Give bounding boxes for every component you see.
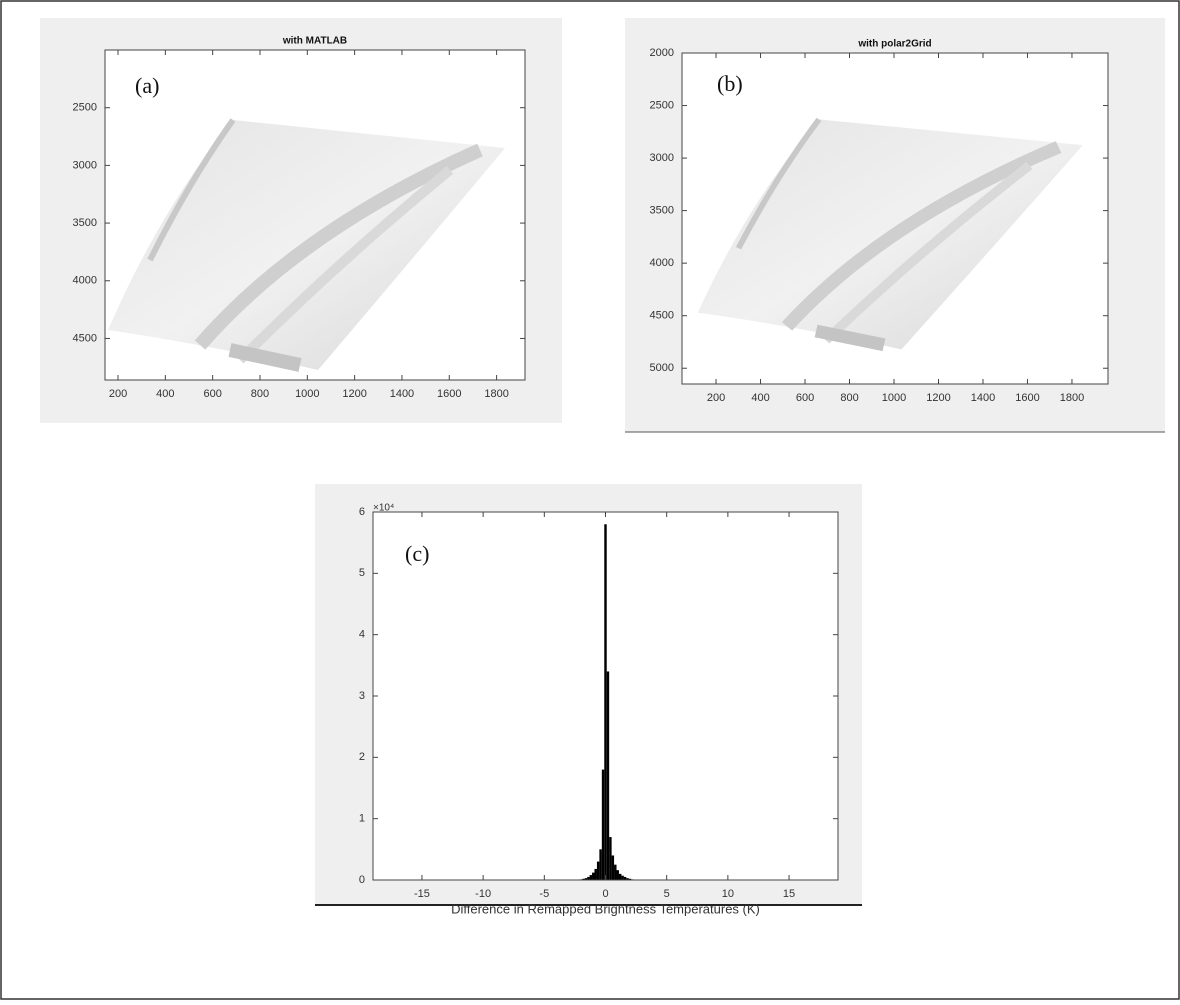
bar [596, 861, 600, 880]
x-tick-label: 1600 [437, 388, 461, 400]
x-tick-label: 1400 [390, 388, 414, 400]
x-tick-label: 400 [751, 392, 769, 404]
panel-label: (a) [135, 73, 159, 98]
y-tick-label: 2500 [73, 102, 97, 114]
bar [614, 864, 617, 880]
bar [582, 878, 585, 880]
x-tick-label: -5 [539, 888, 549, 900]
bar [592, 872, 595, 880]
x-tick-label: 15 [783, 888, 795, 900]
y-multiplier: ×10⁴ [373, 503, 394, 514]
x-tick-label: 800 [840, 392, 858, 404]
bar [584, 878, 588, 880]
x-tick-label: 800 [251, 388, 269, 400]
bar [589, 875, 593, 880]
y-tick-label: 4 [359, 629, 365, 641]
y-tick-label: 6 [359, 506, 365, 518]
y-tick-label: 2 [359, 751, 365, 763]
y-tick-label: 5 [359, 567, 365, 579]
x-tick-label: 1000 [882, 392, 906, 404]
bar [601, 769, 605, 880]
x-tick-label: -10 [475, 888, 491, 900]
bar [599, 849, 602, 880]
x-tick-label: 600 [203, 388, 221, 400]
x-tick-label: 1000 [295, 388, 319, 400]
x-tick-label: -15 [414, 888, 430, 900]
x-axis-label: Difference in Remapped Brightness Temper… [451, 901, 760, 916]
bar [621, 875, 624, 880]
x-tick-label: 1800 [484, 388, 508, 400]
x-tick-label: 1600 [1015, 392, 1039, 404]
y-tick-label: 3 [359, 690, 365, 702]
chart-title: with MATLAB [282, 36, 347, 47]
y-tick-label: 3500 [73, 217, 97, 229]
bar [587, 876, 590, 880]
x-tick-label: 1200 [926, 392, 950, 404]
y-tick-label: 3500 [650, 205, 674, 217]
x-tick-label: 1800 [1060, 392, 1084, 404]
chart-title: with polar2Grid [857, 39, 931, 50]
panel-label: (c) [405, 541, 429, 566]
x-tick-label: 1200 [342, 388, 366, 400]
x-tick-label: 10 [722, 888, 734, 900]
axes-box [681, 52, 1109, 385]
bar [616, 870, 619, 880]
x-tick-label: 5 [664, 888, 670, 900]
y-tick-label: 2000 [650, 47, 674, 59]
y-tick-label: 4000 [73, 275, 97, 287]
bar [594, 868, 597, 880]
x-tick-label: 600 [796, 392, 814, 404]
panel-label: (b) [717, 71, 743, 96]
bar [609, 837, 612, 880]
bar [604, 524, 607, 880]
axes-box [104, 49, 526, 381]
bar [623, 876, 627, 880]
y-tick-label: 4500 [650, 310, 674, 322]
bar [618, 873, 622, 880]
y-tick-label: 5000 [650, 362, 674, 374]
bar [628, 878, 632, 880]
y-tick-label: 3000 [73, 159, 97, 171]
x-tick-label: 400 [156, 388, 174, 400]
x-tick-label: 0 [602, 888, 608, 900]
y-tick-label: 2500 [650, 99, 674, 111]
y-tick-label: 3000 [650, 152, 674, 164]
bar [611, 855, 615, 880]
bar [606, 671, 610, 880]
x-tick-label: 200 [707, 392, 725, 404]
y-tick-label: 0 [359, 874, 365, 886]
y-tick-label: 4500 [73, 332, 97, 344]
y-tick-label: 1 [359, 813, 365, 825]
x-tick-label: 1400 [971, 392, 995, 404]
x-tick-label: 200 [109, 388, 127, 400]
bar [626, 878, 629, 880]
y-tick-label: 4000 [650, 257, 674, 269]
